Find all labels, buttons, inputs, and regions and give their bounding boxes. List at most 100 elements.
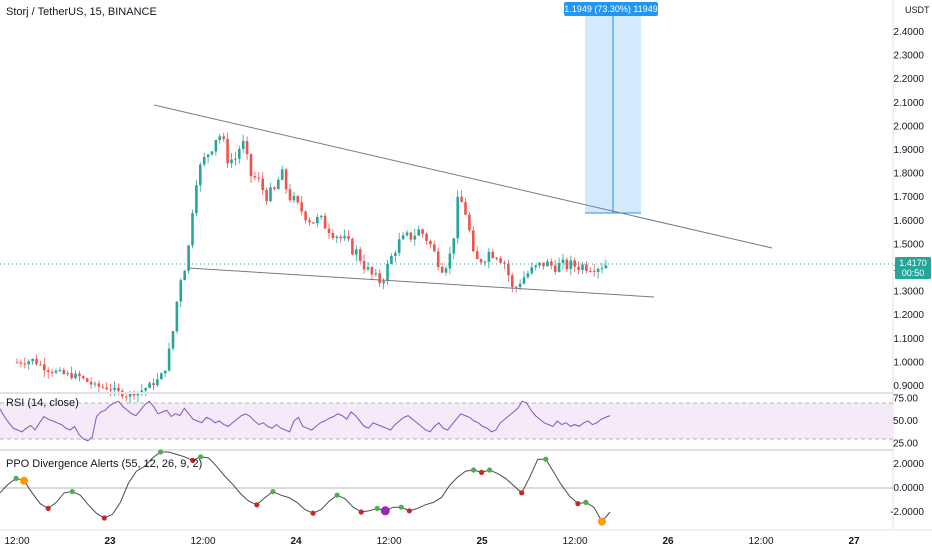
candle-body <box>596 268 600 273</box>
ppo-tick-label: 0.0000 <box>893 483 924 494</box>
candle-body <box>425 233 428 241</box>
candle-body <box>390 255 393 264</box>
rsi-axis[interactable]: 75.00 50.00 25.00 <box>893 394 918 450</box>
candle-body <box>175 301 179 332</box>
lower-trendline[interactable] <box>187 267 655 298</box>
rsi-tick-label: 25.00 <box>893 439 918 450</box>
ppo-axis[interactable]: 2.0000 0.0000 -2.0000 <box>890 459 924 518</box>
price-tick-label: 1.3000 <box>893 287 924 298</box>
candle-body <box>284 169 288 190</box>
candle-body <box>343 236 346 239</box>
candle-body <box>160 373 163 380</box>
candle-body <box>335 236 339 238</box>
candle-body <box>288 189 292 201</box>
candle-body <box>66 373 69 375</box>
time-tick-label: 12:00 <box>376 536 401 547</box>
ppo-alert-marker <box>20 476 29 485</box>
candle-body <box>210 151 214 155</box>
candle-body <box>483 261 487 263</box>
price-axis[interactable]: 2.4000 2.3000 2.2000 2.1000 2.0000 1.9000 1.80… <box>893 27 924 392</box>
candle-body <box>546 261 549 267</box>
candle-body <box>15 362 19 364</box>
candle-body <box>569 260 573 270</box>
candle-body <box>218 136 222 140</box>
candle-body <box>62 369 66 374</box>
countdown-value: 00:50 <box>902 268 925 278</box>
ppo-divergence-marker <box>374 505 380 511</box>
ppo-line <box>0 451 611 523</box>
candle-body <box>436 251 440 267</box>
candle-body <box>261 178 264 190</box>
candle-body <box>31 358 34 362</box>
price-tick-label: 2.3000 <box>893 51 924 62</box>
candle-body <box>97 383 101 387</box>
ppo-alert-marker <box>380 506 390 516</box>
candle-body <box>152 383 155 386</box>
candle-body <box>226 138 229 164</box>
candle-body <box>526 273 530 278</box>
candle-body <box>362 260 366 270</box>
time-axis[interactable]: 12:00 23 12:00 24 12:00 25 12:00 26 12:00 27 <box>4 536 860 547</box>
candle-body <box>124 396 128 398</box>
candle-body <box>511 275 514 288</box>
ppo-divergence-marker <box>101 515 107 521</box>
time-tick-label: 24 <box>290 536 302 547</box>
candle-body <box>128 392 132 397</box>
ppo-divergence-marker <box>543 456 549 462</box>
candle-body <box>600 268 604 270</box>
ppo-divergence-marker <box>398 504 404 510</box>
ppo-divergence-marker <box>583 499 589 505</box>
upper-trendline[interactable] <box>153 104 773 249</box>
candle-body <box>565 259 569 270</box>
ppo-title: PPO Divergence Alerts (55, 12, 26, 9, 2) <box>6 458 202 470</box>
ppo-divergence-marker <box>487 467 493 473</box>
candle-body <box>113 387 116 390</box>
candle-body <box>241 140 245 149</box>
price-tick-label: 2.1000 <box>893 98 924 109</box>
candle-body <box>230 159 233 164</box>
time-tick-label: 12:00 <box>562 536 587 547</box>
candle-body <box>530 267 534 274</box>
candle-body <box>148 383 151 389</box>
candle-body <box>245 140 249 155</box>
measure-label: 1.1949 (73.30%) 11949 <box>564 4 657 14</box>
candle-body <box>472 230 475 252</box>
candle-body <box>234 158 237 160</box>
candle-body <box>187 245 190 271</box>
candle-body <box>491 251 495 259</box>
last-price-value: 1.4170 <box>899 258 927 268</box>
candle-body <box>514 287 518 289</box>
ppo-divergence-marker <box>310 510 316 516</box>
candle-body <box>405 232 409 236</box>
candle-body <box>58 369 62 371</box>
rsi-band <box>0 403 893 439</box>
candle-body <box>577 266 580 270</box>
candle-body <box>199 164 202 186</box>
candle-body <box>433 244 436 252</box>
candle-body <box>413 235 417 240</box>
candle-body <box>191 213 194 246</box>
candle-body <box>397 239 401 253</box>
currency-badge[interactable]: USDT <box>905 5 930 15</box>
candle-body <box>27 361 30 365</box>
price-pane[interactable] <box>0 0 893 392</box>
candle-body <box>132 392 136 396</box>
candle-body <box>109 389 112 391</box>
ppo-tick-label: 2.0000 <box>893 459 924 470</box>
candle-body <box>319 215 323 218</box>
price-tick-label: 1.0000 <box>893 357 924 368</box>
price-tick-label: 2.2000 <box>893 74 924 85</box>
ppo-divergence-marker <box>69 489 75 495</box>
candle-body <box>273 187 276 190</box>
time-tick-label: 27 <box>848 536 860 547</box>
candle-body <box>39 364 42 366</box>
candle-body <box>78 373 81 377</box>
candle-body <box>312 222 315 224</box>
candle-body <box>394 252 397 256</box>
candle-body <box>553 265 557 272</box>
candle-body <box>144 388 147 391</box>
candle-body <box>440 266 444 273</box>
ppo-divergence-marker <box>334 492 340 498</box>
candle-body <box>82 376 85 379</box>
